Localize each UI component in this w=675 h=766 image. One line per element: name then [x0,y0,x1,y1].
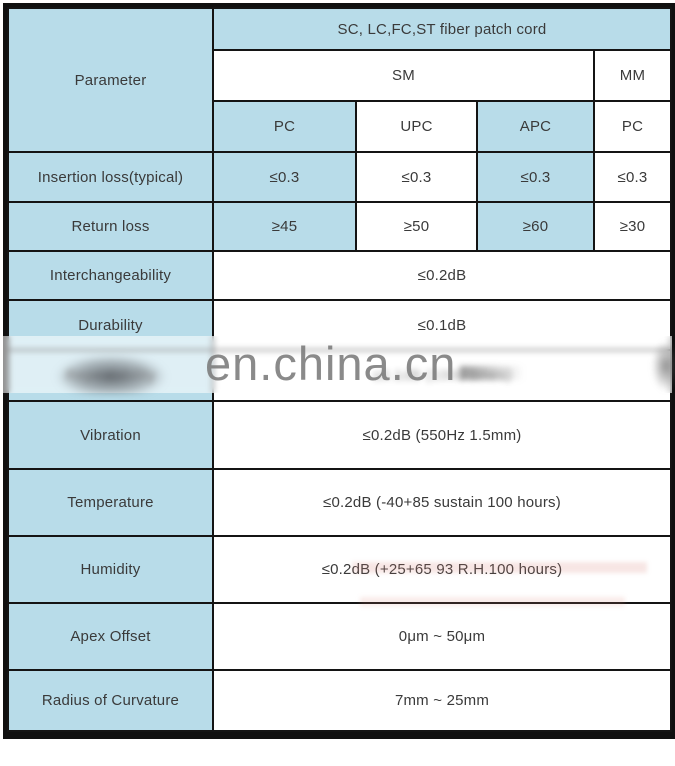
watermark-blur-blob [52,344,170,394]
table-row: Radius of Curvature 7mm ~ 25mm [7,669,672,732]
watermark-text: en.china.cn [205,337,457,390]
value-cell: ≤0.2dB [212,250,672,301]
value-cell: ≥60 [476,201,595,252]
table-row: Apex Offset 0μm ~ 50μm [7,602,672,671]
row-label: Insertion loss(typical) [7,151,214,203]
table-row: Temperature ≤0.2dB (-40+85 sustain 100 h… [7,468,672,537]
row-label: Humidity [7,535,214,604]
product-title-cell: SC, LC,FC,ST fiber patch cord [212,7,672,51]
polish-mm-pc-cell: PC [593,100,672,153]
ghost-artifact [352,562,647,573]
value-cell: ≤0.3 [212,151,357,203]
table-row: Parameter SC, LC,FC,ST fiber patch cord [7,7,672,153]
table-row: Insertion loss(typical) ≤0.3 ≤0.3 ≤0.3 ≤… [7,151,672,203]
value-cell: ≤0.2dB (+25+65 93 R.H.100 hours) [212,535,672,604]
value-cell: ≥30 [593,201,672,252]
value-cell: ≤0.3 [355,151,478,203]
row-label: Temperature [7,468,214,537]
value-cell: ≤0.2dB (-40+85 sustain 100 hours) [212,468,672,537]
value-cell: ≥45 [212,201,357,252]
watermark-smudge [460,366,524,380]
table-row: Humidity ≤0.2dB (+25+65 93 R.H.100 hours… [7,535,672,604]
row-label: Return loss [7,201,214,252]
table-row: PC UPC APC PC [8,100,672,153]
value-cell: 7mm ~ 25mm [212,669,672,732]
row-label: Apex Offset [7,602,214,671]
polish-upc-cell: UPC [355,100,478,153]
table-row: SM MM [8,49,672,102]
value-cell: ≤0.2dB (550Hz 1.5mm) [212,400,672,470]
value-cell: ≤0.3 [476,151,595,203]
mode-mm-cell: MM [593,49,672,102]
value-cell: 0μm ~ 50μm [212,602,672,671]
table-row: Return loss ≥45 ≥50 ≥60 ≥30 [7,201,672,252]
table-row: Vibration ≤0.2dB (550Hz 1.5mm) [7,400,672,470]
row-label: Radius of Curvature [7,669,214,732]
row-label: Interchangeability [7,250,214,301]
polish-apc-cell: APC [476,100,595,153]
row-label: Vibration [7,400,214,470]
watermark-edge-smudge [652,338,675,394]
mode-sm-cell: SM [212,49,595,102]
parameter-header-cell: Parameter [7,7,214,153]
table-row: Interchangeability ≤0.2dB [7,250,672,301]
ghost-artifact [360,597,625,606]
value-cell: ≤0.3 [593,151,672,203]
value-cell: ≥50 [355,201,478,252]
polish-pc-cell: PC [212,100,357,153]
